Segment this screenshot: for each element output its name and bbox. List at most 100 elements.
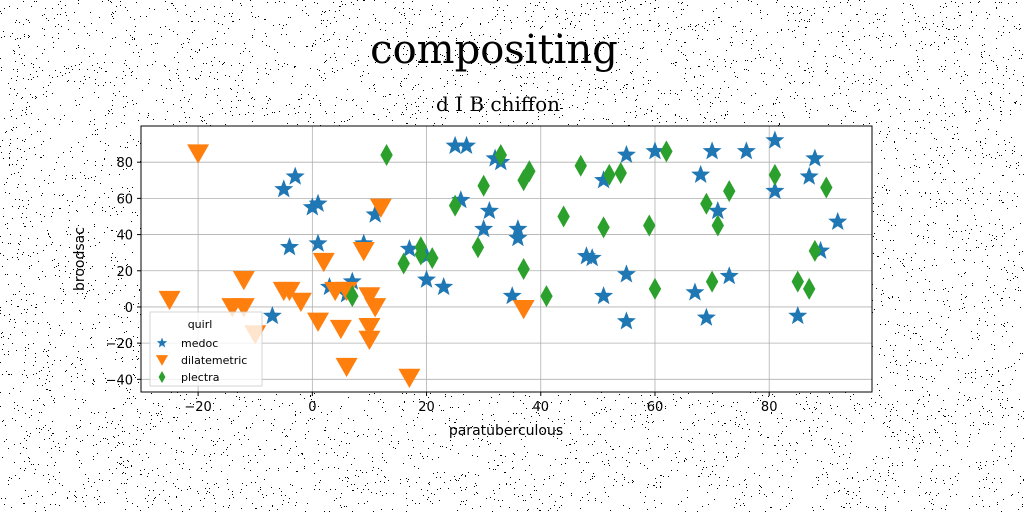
y-tick-label: 0	[125, 301, 133, 316]
point-medoc	[508, 228, 528, 247]
point-medoc	[308, 233, 328, 252]
point-medoc	[805, 148, 825, 167]
x-tick-label: 80	[761, 400, 778, 415]
plot-frame	[140, 125, 873, 393]
point-dilatemetric	[335, 357, 358, 378]
point-dilatemetric	[278, 281, 301, 302]
point-plectra	[603, 163, 616, 186]
point-medoc	[616, 144, 636, 164]
point-medoc	[342, 271, 362, 290]
point-plectra	[768, 163, 782, 186]
point-medoc	[445, 135, 465, 154]
point-plectra	[448, 194, 462, 217]
point-plectra	[523, 160, 536, 183]
legend-marker-medoc	[156, 337, 168, 348]
data-markers	[158, 130, 848, 388]
point-medoc	[365, 204, 385, 223]
point-plectra	[802, 277, 816, 300]
y-tick-label: 80	[116, 156, 133, 171]
legend-marker-dilatemetric	[155, 355, 169, 366]
point-medoc	[434, 277, 454, 296]
point-medoc	[594, 170, 614, 189]
point-plectra	[494, 143, 507, 166]
x-tick-label: 0	[308, 400, 316, 415]
x-tick-label: 60	[647, 400, 664, 415]
point-medoc	[788, 306, 808, 325]
point-medoc	[616, 311, 636, 330]
grid-lines	[141, 126, 872, 392]
point-dilatemetric	[358, 330, 381, 350]
point-medoc	[691, 164, 711, 183]
point-medoc	[502, 286, 522, 305]
x-tick-label: 40	[532, 400, 549, 415]
point-medoc	[417, 269, 437, 288]
point-dilatemetric	[358, 318, 381, 338]
point-medoc	[485, 148, 505, 167]
point-plectra	[660, 140, 673, 163]
point-medoc	[274, 179, 294, 198]
point-dilatemetric	[312, 252, 335, 273]
y-tick-label: 20	[116, 265, 133, 280]
point-plectra	[648, 277, 662, 300]
point-medoc	[457, 135, 477, 154]
point-medoc	[736, 141, 756, 160]
point-medoc	[451, 190, 471, 209]
point-medoc	[479, 201, 499, 220]
legend-box	[149, 311, 263, 387]
point-plectra	[426, 247, 439, 270]
chart-title: compositing	[370, 27, 618, 73]
point-plectra	[471, 236, 485, 259]
point-plectra	[397, 252, 410, 275]
point-medoc	[285, 166, 305, 185]
y-tick-label: −20	[106, 337, 133, 352]
point-medoc	[279, 237, 299, 256]
point-medoc	[719, 266, 739, 285]
point-plectra	[723, 180, 736, 203]
x-tick-label: −20	[184, 400, 211, 415]
point-medoc	[685, 282, 705, 301]
point-plectra	[711, 214, 725, 237]
point-dilatemetric	[364, 298, 387, 318]
point-dilatemetric	[187, 144, 210, 164]
point-dilatemetric	[358, 287, 381, 307]
point-plectra	[791, 270, 804, 293]
point-plectra	[700, 192, 713, 215]
point-dilatemetric	[158, 290, 181, 311]
axis-ticks: −20 0 20 40 60 80 −40 −20 0 20 40 60 80	[106, 156, 778, 415]
point-dilatemetric	[512, 299, 535, 320]
x-axis-label: paratuberculous	[449, 423, 563, 439]
point-medoc	[765, 130, 785, 149]
point-medoc	[696, 307, 716, 326]
plot-area	[141, 126, 872, 392]
point-dilatemetric	[289, 292, 312, 312]
legend-title: quirl	[188, 318, 213, 331]
point-dilatemetric	[352, 242, 375, 262]
point-medoc	[828, 211, 848, 230]
point-medoc	[308, 193, 328, 212]
point-plectra	[643, 214, 656, 237]
point-plectra	[614, 162, 627, 185]
point-medoc	[582, 248, 602, 267]
point-dilatemetric	[307, 312, 330, 332]
point-medoc	[262, 306, 282, 325]
y-axis-label: broodsac	[72, 227, 88, 291]
point-plectra	[540, 285, 553, 308]
legend-marker-plectra	[158, 370, 166, 384]
point-plectra	[705, 270, 719, 293]
point-medoc	[474, 219, 494, 238]
point-plectra	[808, 239, 822, 262]
point-plectra	[414, 243, 428, 266]
point-medoc	[508, 219, 528, 238]
point-plectra	[574, 154, 587, 177]
point-medoc	[811, 240, 831, 259]
y-tick-label: 60	[116, 192, 133, 207]
y-tick-label: 40	[116, 229, 133, 244]
point-dilatemetric	[232, 298, 255, 318]
chart-legend: quirl medoc dilatemetric plectra	[149, 311, 263, 387]
point-plectra	[557, 205, 570, 228]
point-dilatemetric	[369, 198, 392, 218]
point-medoc	[594, 286, 614, 305]
chart-subtitle: d I B chiffon	[436, 92, 560, 116]
